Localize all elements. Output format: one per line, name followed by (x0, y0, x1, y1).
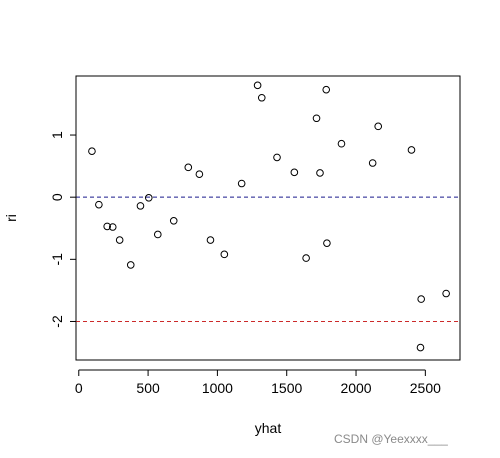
y-tick-label: 0 (49, 193, 65, 201)
y-tick-label: -1 (49, 253, 65, 266)
data-point (323, 239, 331, 247)
y-axis-label: ri (3, 214, 19, 222)
data-point (374, 122, 383, 131)
x-tick-label: 0 (75, 380, 83, 396)
data-point (337, 139, 346, 148)
data-point (253, 81, 262, 90)
data-point (273, 153, 281, 162)
data-point (95, 200, 103, 209)
data-point (257, 93, 266, 102)
data-point (237, 179, 246, 188)
x-tick-label: 1000 (202, 380, 233, 396)
data-point (184, 163, 193, 172)
data-point (103, 222, 111, 231)
data-point (126, 261, 135, 269)
data-point (153, 230, 162, 239)
data-point (407, 146, 416, 154)
y-tick-label: -2 (49, 315, 65, 328)
data-point (144, 194, 153, 202)
data-point (290, 168, 299, 177)
x-tick-label: 2500 (410, 380, 441, 396)
y-tick-label: 1 (49, 131, 65, 139)
data-point (108, 223, 117, 231)
data-point (136, 202, 145, 210)
data-point (416, 343, 425, 352)
data-point (302, 254, 310, 262)
data-point (206, 236, 215, 244)
data-point (316, 169, 324, 177)
data-point (195, 170, 204, 178)
reference-lines (76, 196, 460, 322)
data-point (417, 295, 425, 303)
y-axis: -2 -1 0 1 (49, 131, 77, 328)
data-point (115, 236, 124, 244)
data-point (442, 289, 450, 298)
data-point (322, 85, 331, 94)
data-point (312, 114, 321, 123)
watermark-text: CSDN @Yeexxxx___ (334, 432, 448, 446)
data-point (169, 216, 178, 225)
x-tick-label: 2000 (340, 380, 371, 396)
data-point (368, 159, 377, 167)
data-points (88, 81, 450, 352)
x-tick-label: 500 (136, 380, 160, 396)
x-axis: 0 500 1000 1500 2000 2500 (75, 369, 441, 396)
x-tick-label: 1500 (271, 380, 302, 396)
data-point (88, 147, 96, 155)
data-point (220, 250, 229, 259)
x-axis-label: yhat (255, 420, 282, 436)
